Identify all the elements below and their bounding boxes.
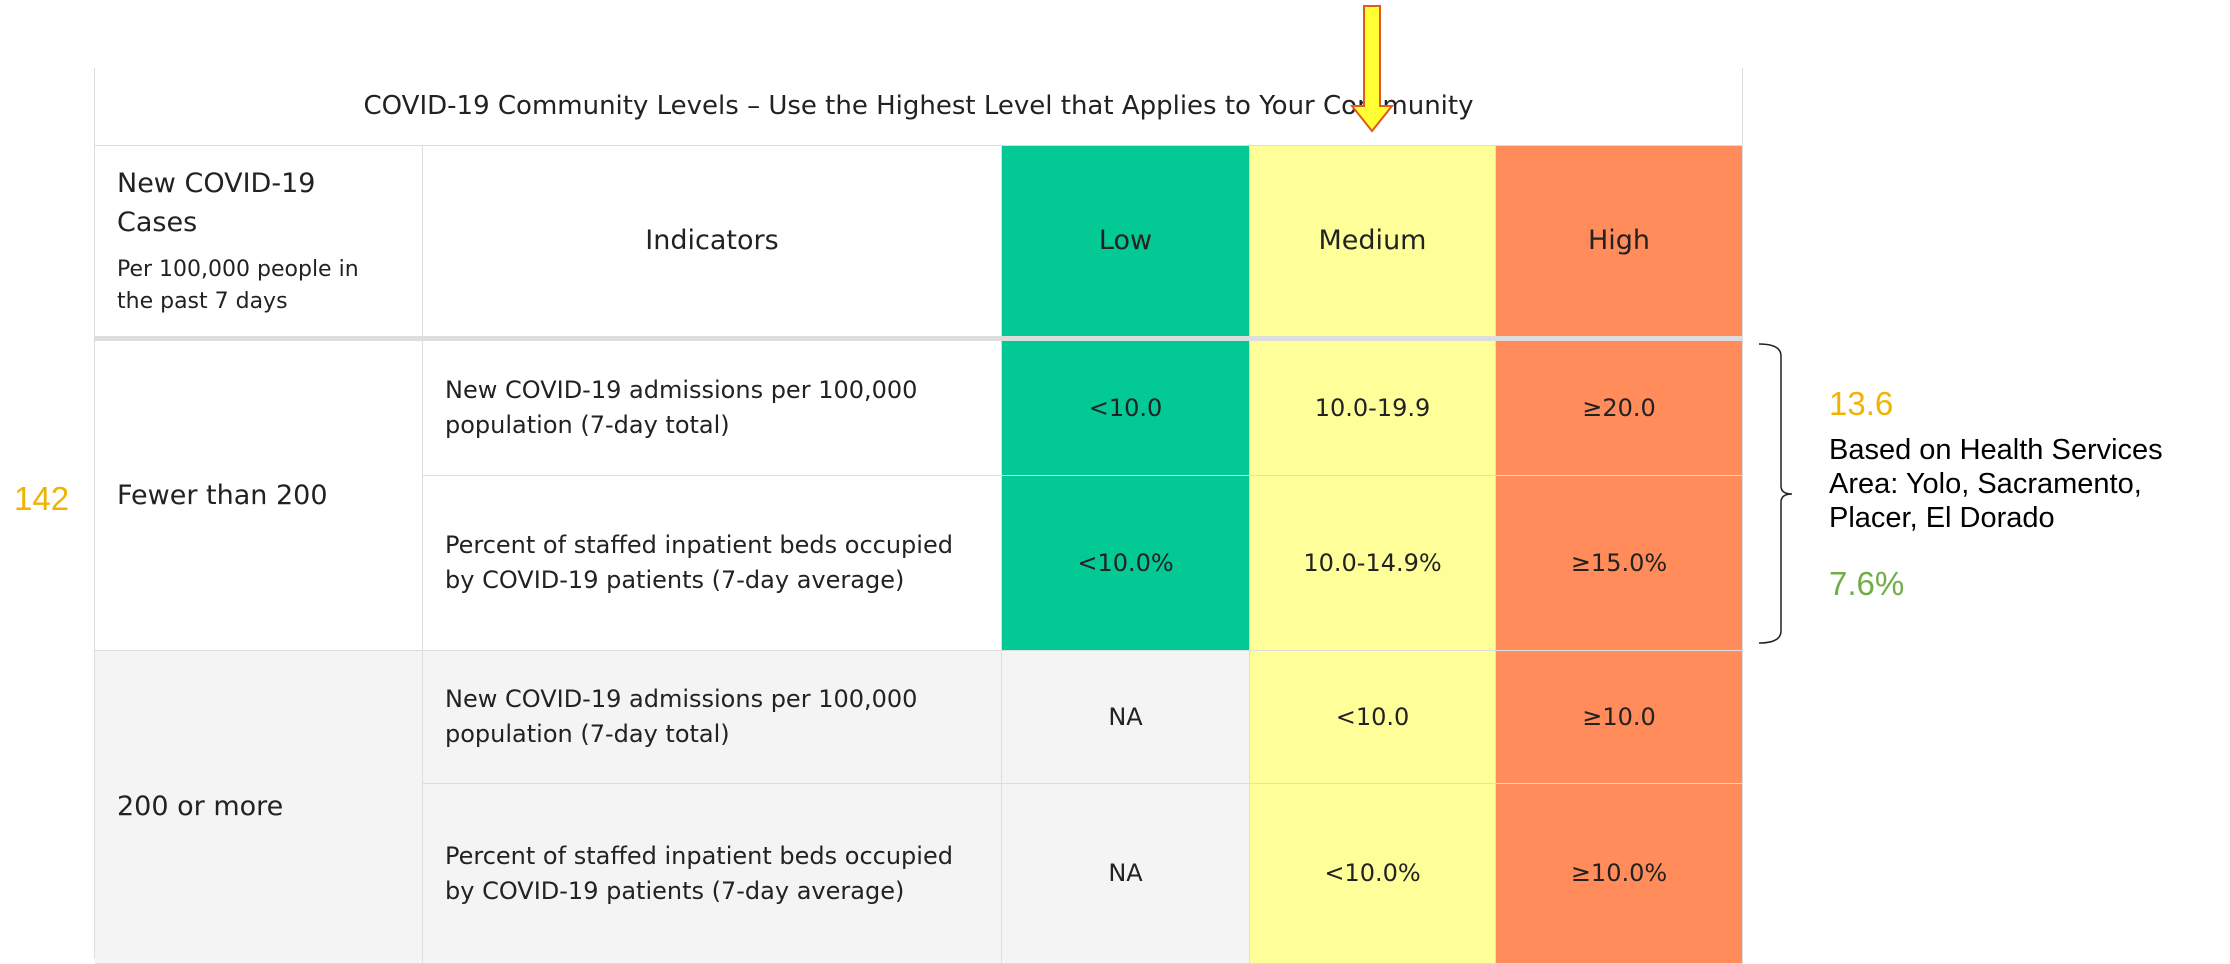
header-cases-sub: Per 100,000 people in the past 7 days xyxy=(117,257,359,315)
threshold: 10.0-14.9% xyxy=(1250,476,1496,651)
annotation-cases: 142 xyxy=(14,480,70,517)
threshold: <10.0% xyxy=(1250,784,1496,964)
group-label: 200 or more xyxy=(95,651,423,964)
threshold: ≥10.0 xyxy=(1496,651,1743,784)
annotation-note: Based on Health Services Area: Yolo, Sac… xyxy=(1829,434,2163,534)
indicator: New COVID-19 admissions per 100,000 popu… xyxy=(423,651,1002,784)
indicator: Percent of staffed inpatient beds occupi… xyxy=(423,476,1002,651)
threshold: ≥20.0 xyxy=(1496,341,1743,476)
threshold: <10.0% xyxy=(1002,476,1250,651)
threshold: NA xyxy=(1002,784,1250,964)
threshold: 10.0-19.9 xyxy=(1250,341,1496,476)
table: COVID-19 Community Levels – Use the High… xyxy=(94,68,1743,964)
threshold: ≥15.0% xyxy=(1496,476,1743,651)
header-high: High xyxy=(1496,146,1743,341)
table-title: COVID-19 Community Levels – Use the High… xyxy=(95,68,1743,146)
bracket xyxy=(1758,343,1793,644)
threshold: <10.0 xyxy=(1250,651,1496,784)
indicator: Percent of staffed inpatient beds occupi… xyxy=(423,784,1002,964)
header-low: Low xyxy=(1002,146,1250,341)
indicator: New COVID-19 admissions per 100,000 popu… xyxy=(423,341,1002,476)
header-cases: New COVID-19 Cases Per 100,000 people in… xyxy=(95,146,423,341)
header-medium: Medium xyxy=(1250,146,1496,341)
annotation-admissions: 13.6 xyxy=(1829,385,1894,422)
group-label: Fewer than 200 xyxy=(95,341,423,651)
annotation-beds: 7.6% xyxy=(1829,565,1905,602)
header-indicators: Indicators xyxy=(423,146,1002,341)
header-cases-title: New COVID-19 Cases xyxy=(117,167,316,239)
threshold: ≥10.0% xyxy=(1496,784,1743,964)
threshold: <10.0 xyxy=(1002,341,1250,476)
threshold: NA xyxy=(1002,651,1250,784)
